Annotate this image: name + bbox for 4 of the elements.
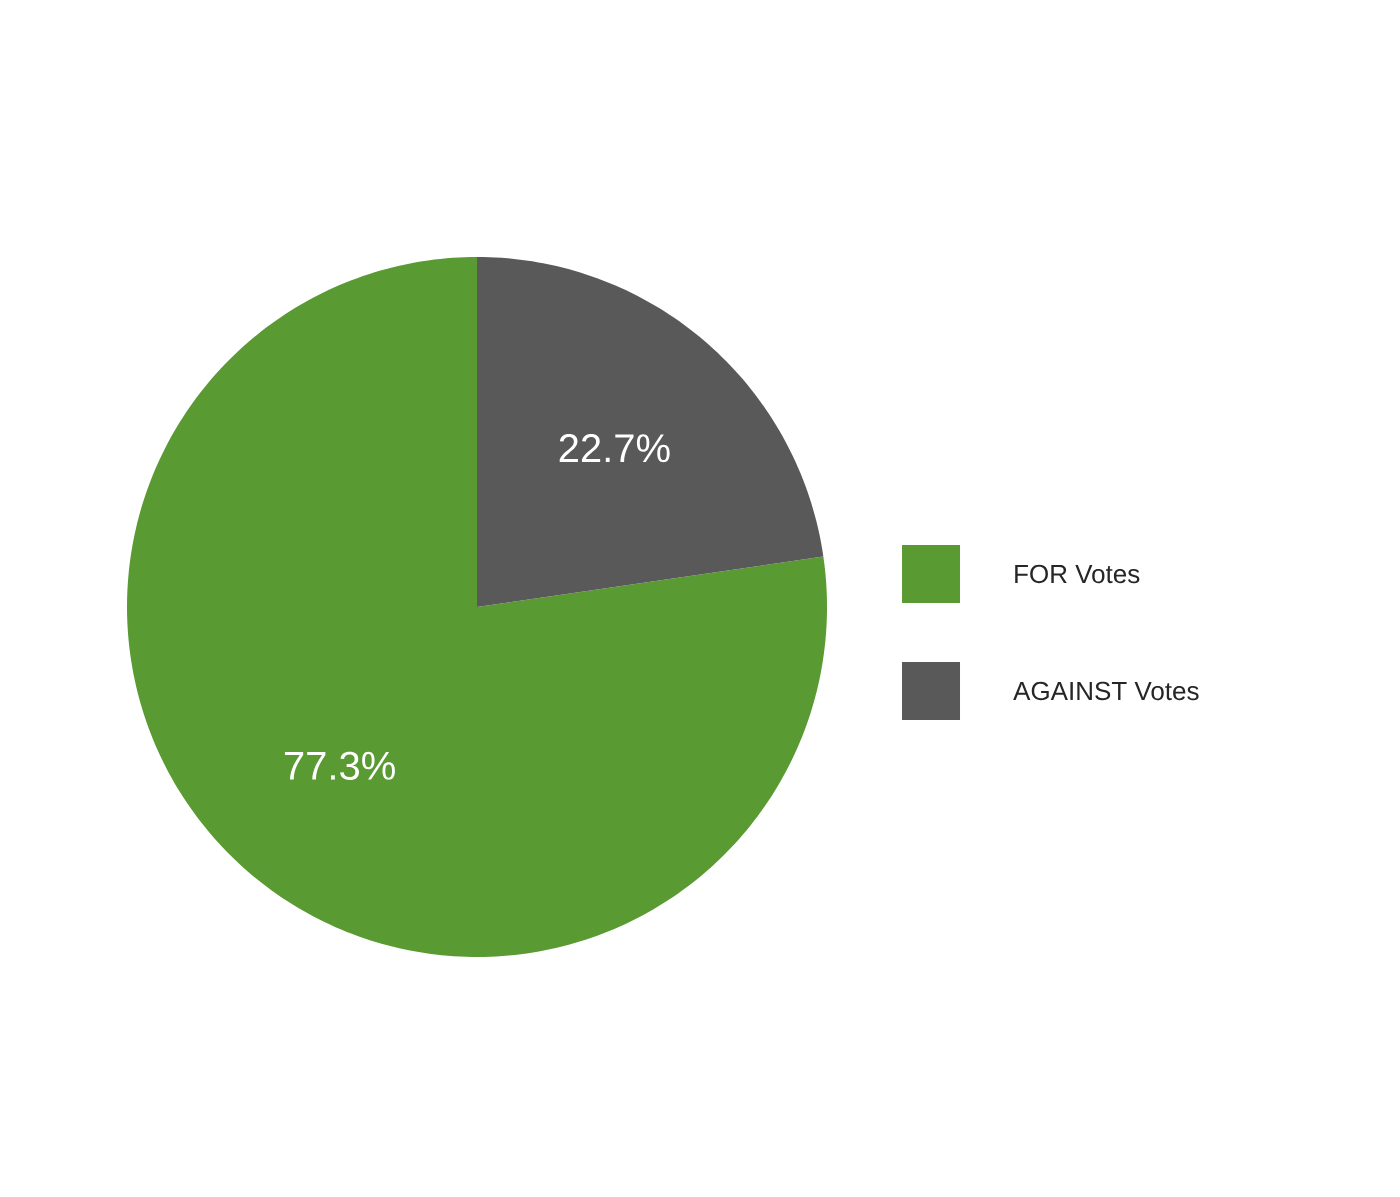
data-label: 22.7% bbox=[559, 434, 670, 463]
legend-label: AGAINST Votes bbox=[1013, 681, 1199, 701]
legend-label: FOR Votes bbox=[1015, 564, 1140, 584]
data-label: 77.3% bbox=[284, 751, 395, 780]
